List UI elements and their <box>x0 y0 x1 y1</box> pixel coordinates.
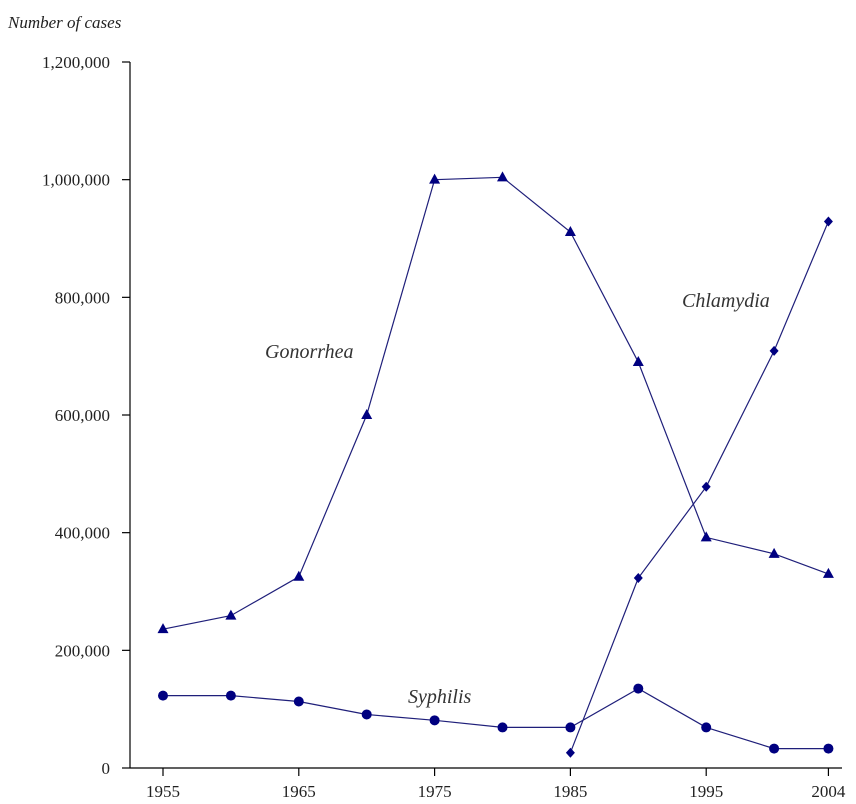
y-tick-label: 0 <box>102 759 111 778</box>
y-tick-label: 800,000 <box>55 288 110 307</box>
chlamydia-point <box>633 572 643 583</box>
y-tick-label: 1,200,000 <box>42 53 110 72</box>
syphilis-point <box>293 696 304 707</box>
syphilis-point <box>429 715 440 726</box>
syphilis-label: Syphilis <box>408 686 472 708</box>
y-tick-label: 200,000 <box>55 641 110 660</box>
syphilis-point <box>769 743 780 754</box>
gonorrhea-point <box>361 409 373 419</box>
x-tick-label: 1995 <box>689 782 723 801</box>
y-axis-label: Number of cases <box>7 13 122 32</box>
syphilis-point <box>361 709 372 720</box>
gonorrhea-line <box>162 176 829 630</box>
y-tick-label: 400,000 <box>55 524 110 543</box>
series-markers <box>157 171 834 758</box>
chlamydia-point <box>701 481 711 492</box>
gonorrhea-point <box>822 567 834 578</box>
syphilis-point <box>823 743 834 754</box>
gonorrhea-point <box>632 356 644 367</box>
chlamydia-label: Chlamydia <box>682 290 770 312</box>
syphilis-point <box>565 722 576 733</box>
syphilis-point <box>701 722 712 733</box>
syphilis-point <box>158 690 168 701</box>
y-tick-label: 1,000,000 <box>42 171 110 190</box>
gonorrhea-point <box>157 623 169 634</box>
syphilis-point <box>497 722 508 733</box>
gonorrhea-point <box>497 171 508 182</box>
gonorrhea-label: Gonorrhea <box>265 341 354 363</box>
syphilis-line <box>163 687 829 750</box>
x-tick-label: 1975 <box>418 782 452 801</box>
x-tick-label: 2004 <box>811 782 846 801</box>
series-lines <box>162 176 829 753</box>
chlamydia-point <box>823 216 833 227</box>
series-labels: Gonorrhea Chlamydia Syphilis <box>265 290 770 708</box>
x-tick-label: 1965 <box>282 782 316 801</box>
chlamydia-point <box>565 747 575 758</box>
gonorrhea-point <box>700 531 712 542</box>
syphilis-point <box>225 690 236 701</box>
axes: 0 200,000 400,000 600,000 800,000 1,000,000 1,… <box>42 53 846 801</box>
gonorrhea-point <box>293 570 305 581</box>
gonorrhea-point <box>429 173 441 184</box>
gonorrhea-point <box>564 226 576 237</box>
gonorrhea-point <box>768 547 780 558</box>
chlamydia-point <box>769 345 779 356</box>
x-tick-label: 1985 <box>553 782 587 801</box>
gonorrhea-point <box>225 609 237 620</box>
syphilis-point <box>633 683 644 694</box>
y-tick-label: 600,000 <box>55 406 110 425</box>
x-tick-label: 1955 <box>146 782 180 801</box>
